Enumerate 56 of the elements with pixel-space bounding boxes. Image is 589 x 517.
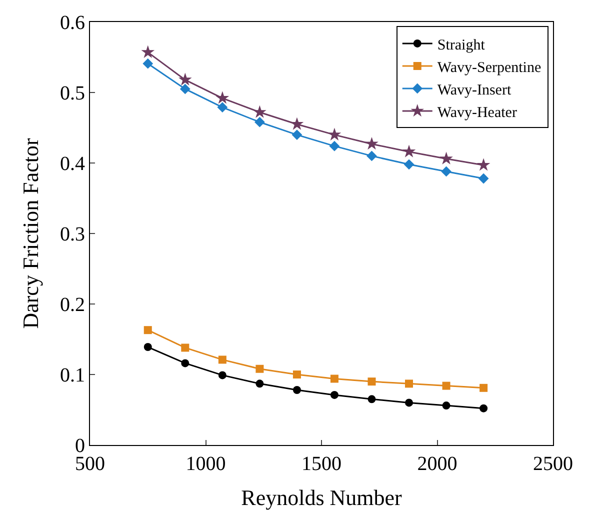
point: [476, 158, 490, 171]
point: [405, 380, 414, 388]
point: [328, 128, 342, 140]
x-tick-label: 2500: [533, 453, 573, 475]
point: [442, 382, 450, 390]
y-tick-label: 0.1: [60, 364, 85, 386]
point: [440, 152, 453, 164]
y-tick-label: 0.3: [60, 224, 85, 246]
x-tick-label: 2000: [417, 453, 458, 475]
point: [292, 386, 301, 394]
point: [292, 130, 302, 140]
point: [181, 344, 190, 352]
point: [402, 144, 416, 158]
point: [218, 371, 226, 380]
point: [290, 117, 304, 130]
y-tick-label: 0.6: [60, 12, 85, 34]
point: [256, 364, 264, 373]
point: [329, 140, 340, 152]
x-tick-label: 1000: [186, 453, 226, 475]
point: [368, 395, 376, 404]
point: [404, 159, 414, 170]
legend-label: Wavy-Serpentine: [437, 60, 542, 76]
point: [441, 166, 452, 177]
point: [144, 326, 152, 334]
point: [366, 150, 377, 162]
point: [253, 105, 266, 118]
point: [368, 378, 376, 386]
point: [442, 402, 450, 410]
point: [480, 404, 488, 412]
point: [254, 116, 265, 128]
y-tick-label: 0.5: [60, 82, 85, 104]
x-tick-label: 1500: [302, 453, 342, 475]
point: [480, 384, 488, 392]
x-axis-title: Reynolds Number: [241, 484, 403, 510]
point: [144, 343, 152, 352]
point: [292, 370, 301, 378]
point: [181, 359, 190, 368]
point: [365, 136, 378, 150]
point: [330, 374, 338, 383]
legend-label: Wavy-Insert: [437, 82, 512, 98]
point: [256, 380, 264, 388]
legend-label: Wavy-Heater: [437, 104, 517, 121]
point: [218, 356, 226, 364]
y-axis-title: Darcy Friction Factor: [18, 138, 43, 329]
point: [330, 390, 338, 399]
y-tick-label: 0.2: [60, 294, 85, 316]
point: [217, 102, 228, 113]
point: [178, 72, 192, 86]
point: [141, 45, 155, 58]
point: [405, 398, 414, 407]
legend-label: Straight: [437, 37, 486, 54]
point: [180, 84, 190, 94]
y-tick-label: 0.4: [60, 153, 85, 175]
point: [478, 173, 489, 184]
point: [216, 91, 230, 104]
point: [142, 58, 154, 69]
